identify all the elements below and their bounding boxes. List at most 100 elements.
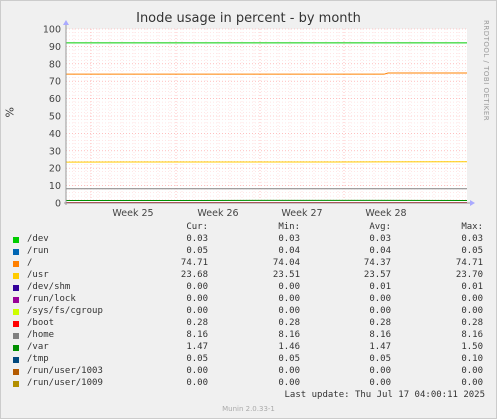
legend-row: /run 0.05 0.04 0.04 0.05 — [0, 246, 497, 258]
legend-row: /sys/fs/cgroup 0.00 0.00 0.00 0.00 — [0, 306, 497, 318]
legend-max-value: 0.01 — [461, 282, 483, 292]
legend-series-name: /dev — [27, 234, 49, 244]
legend-min-value: 0.03 — [278, 234, 300, 244]
legend-series-name: /run/user/1003 — [27, 366, 103, 376]
legend-swatch — [13, 321, 19, 327]
legend-min-value: 0.00 — [278, 306, 300, 316]
y-tick-label: 0 — [55, 199, 61, 210]
legend-cur-value: 0.28 — [186, 318, 208, 328]
legend-swatch — [13, 249, 19, 255]
legend-cur-value: 0.05 — [186, 246, 208, 256]
y-tick-label: 50 — [49, 112, 61, 123]
y-tick-label: 30 — [49, 146, 61, 157]
rrdtool-credit: RRDTOOL / TOBI OETIKER — [482, 20, 490, 122]
legend-max-value: 0.10 — [461, 354, 483, 364]
y-tick-label: 60 — [49, 94, 61, 105]
legend-cur-value: 0.00 — [186, 306, 208, 316]
legend-row: /home 8.16 8.16 8.16 8.16 — [0, 330, 497, 342]
legend-max-value: 74.71 — [455, 258, 483, 268]
legend-swatch — [13, 333, 19, 339]
legend-swatch — [13, 273, 19, 279]
munin-version: Munin 2.0.33-1 — [222, 405, 275, 413]
legend-min-value: 0.00 — [278, 282, 300, 292]
legend-min-value: 74.04 — [272, 258, 300, 268]
legend-row: /dev/shm 0.00 0.00 0.01 0.01 — [0, 282, 497, 294]
legend-min-value: 8.16 — [278, 330, 300, 340]
legend-series-name: /sys/fs/cgroup — [27, 306, 103, 316]
legend-swatch — [13, 345, 19, 351]
legend-swatch — [13, 369, 19, 375]
legend-swatch — [13, 261, 19, 267]
legend-cur-value: 0.00 — [186, 294, 208, 304]
y-tick-label: 100 — [43, 25, 61, 36]
legend-series-name: /run/lock — [27, 294, 76, 304]
legend-avg-value: 0.05 — [369, 354, 391, 364]
legend-header-row: Cur: Min: Avg: Max: — [0, 222, 497, 234]
legend-min-value: 23.51 — [272, 270, 300, 280]
legend-max-value: 0.00 — [461, 366, 483, 376]
legend-row: /var 1.47 1.46 1.47 1.50 — [0, 342, 497, 354]
legend-series-name: /run/user/1009 — [27, 378, 103, 388]
legend-row: /dev 0.03 0.03 0.03 0.03 — [0, 234, 497, 246]
legend-cur-value: 0.00 — [186, 378, 208, 388]
x-tick-label: Week 26 — [197, 208, 238, 219]
x-tick-label: Week 28 — [365, 208, 406, 219]
legend-max-value: 0.05 — [461, 246, 483, 256]
x-tick-label: Week 27 — [281, 208, 322, 219]
legend-min-value: 0.04 — [278, 246, 300, 256]
legend-avg-value: 0.03 — [369, 234, 391, 244]
legend-max-value: 0.00 — [461, 378, 483, 388]
legend-avg-value: 1.47 — [369, 342, 391, 352]
legend-avg-value: 0.04 — [369, 246, 391, 256]
legend-min-value: 0.28 — [278, 318, 300, 328]
legend-min-value: 1.46 — [278, 342, 300, 352]
y-tick-label: 70 — [49, 77, 61, 88]
legend-avg-value: 0.00 — [369, 378, 391, 388]
legend-cur-value: 74.71 — [180, 258, 208, 268]
legend-row: /boot 0.28 0.28 0.28 0.28 — [0, 318, 497, 330]
legend-row: /tmp 0.05 0.05 0.05 0.10 — [0, 354, 497, 366]
legend-series-name: /boot — [27, 318, 55, 328]
legend-avg-value: 8.16 — [369, 330, 391, 340]
legend-max-value: 1.50 — [461, 342, 483, 352]
legend-max-value: 0.00 — [461, 306, 483, 316]
series-line — [65, 72, 467, 75]
legend-swatch — [13, 357, 19, 363]
legend-swatch — [13, 237, 19, 243]
legend-series-name: /home — [27, 330, 55, 340]
legend-cur-value: 0.03 — [186, 234, 208, 244]
legend-avg-value: 0.00 — [369, 366, 391, 376]
plot-area: 0 10 20 30 40 50 60 70 80 90 100 Week 25 Week 26 Week… — [43, 20, 475, 219]
y-tick-label: 80 — [49, 59, 61, 70]
legend-avg-value: 0.00 — [369, 306, 391, 316]
x-tick-label: Week 25 — [112, 208, 153, 219]
legend-series-name: /usr — [27, 270, 49, 280]
legend-avg-value: 0.00 — [369, 294, 391, 304]
legend-series-name: /var — [27, 342, 49, 352]
legend-max-value: 8.16 — [461, 330, 483, 340]
legend-cur-value: 0.00 — [186, 282, 208, 292]
legend-series-name: / — [27, 258, 33, 268]
y-tick-label: 10 — [49, 181, 61, 192]
y-tick-label: 20 — [49, 164, 61, 175]
legend-series-name: /dev/shm — [27, 282, 71, 292]
legend-row: / 74.71 74.04 74.37 74.71 — [0, 258, 497, 270]
legend-swatch — [13, 309, 19, 315]
legend-row: /run/lock 0.00 0.00 0.00 0.00 — [0, 294, 497, 306]
legend-cur-value: 1.47 — [186, 342, 208, 352]
col-min-header: Min: — [278, 222, 300, 232]
col-max-header: Max: — [461, 222, 483, 232]
legend-min-value: 0.00 — [278, 378, 300, 388]
legend-min-value: 0.05 — [278, 354, 300, 364]
legend-swatch — [13, 297, 19, 303]
legend-avg-value: 0.01 — [369, 282, 391, 292]
legend-swatch — [13, 285, 19, 291]
legend-avg-value: 0.28 — [369, 318, 391, 328]
legend-max-value: 23.70 — [455, 270, 483, 280]
legend-swatch — [13, 381, 19, 387]
chart-title: Inode usage in percent - by month — [136, 11, 361, 26]
last-update: Last update: Thu Jul 17 04:00:11 2025 — [284, 390, 485, 400]
col-avg-header: Avg: — [369, 222, 391, 232]
legend-min-value: 0.00 — [278, 366, 300, 376]
legend-cur-value: 0.05 — [186, 354, 208, 364]
